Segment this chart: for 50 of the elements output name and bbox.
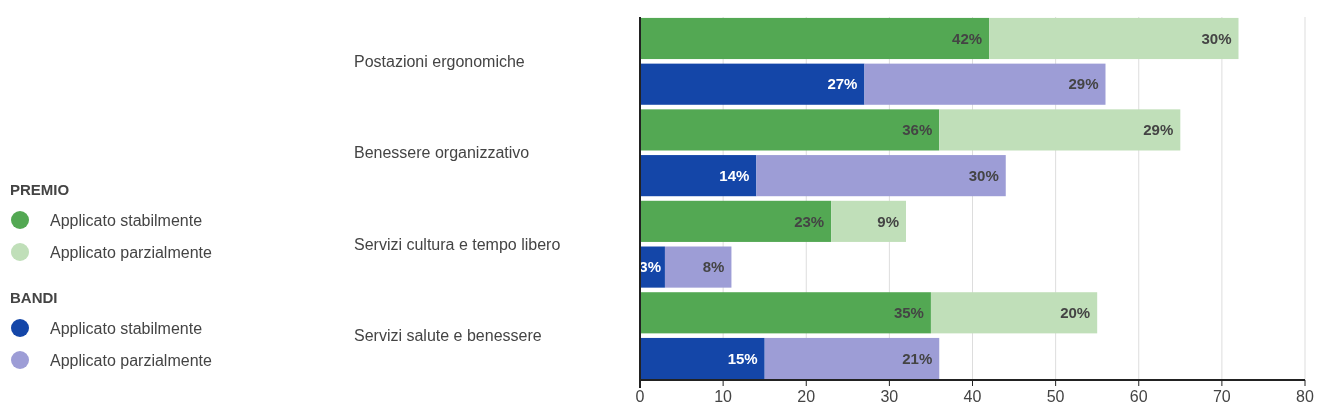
data-label: 9% [877,212,899,230]
legend-label: Applicato parzialmente [50,351,212,369]
bar [640,63,865,105]
data-label: 15% [727,349,758,367]
legend-label: Applicato stabilmente [50,319,203,337]
data-label: 27% [827,75,858,93]
data-label: 36% [902,121,933,139]
bar [664,246,732,288]
x-tick-label: 10 [714,388,733,405]
legend-label: Applicato parzialmente [50,243,212,261]
x-tick-label: 20 [797,388,816,405]
bar [640,109,940,151]
y-tick-label: Servizi salute e benessere [354,327,542,345]
bar [831,200,906,242]
data-label: 30% [1201,29,1232,47]
data-label: 3% [639,258,661,276]
x-tick-label: 80 [1296,388,1314,405]
bar [930,292,1098,334]
x-tick-label: 30 [880,388,899,405]
x-tick-label: 50 [1046,388,1065,405]
data-label: 42% [952,29,983,47]
y-tick-label: Benessere organizzativo [354,144,530,162]
bar [640,337,765,380]
data-label: 8% [702,258,725,276]
bar [640,292,931,334]
x-tick-label: 60 [1129,388,1148,405]
text: BANDI [10,289,58,307]
bar [640,155,757,197]
y-tick-label: Postazioni ergonomiche [354,52,525,70]
x-tick-label: 70 [1212,388,1231,405]
x-tick-label: 0 [635,388,645,405]
data-label: 23% [794,212,825,230]
bar [764,337,940,380]
data-label: 30% [968,166,999,184]
data-label: 29% [1143,121,1174,139]
data-label: 21% [902,349,933,367]
x-tick-label: 40 [963,388,982,405]
data-label: 35% [893,304,924,322]
data-label: 29% [1068,75,1099,93]
data-label: 14% [719,166,750,184]
y-tick-label: Servizi cultura e tempo libero [354,235,561,253]
text: PREMIO [10,181,70,199]
legend-label: Applicato stabilmente [50,211,203,229]
data-label: 20% [1060,304,1091,322]
bar [989,17,1239,60]
bar [939,109,1181,151]
bar [864,63,1106,105]
bar [640,17,990,60]
bar [640,200,832,242]
bar [756,155,1006,197]
